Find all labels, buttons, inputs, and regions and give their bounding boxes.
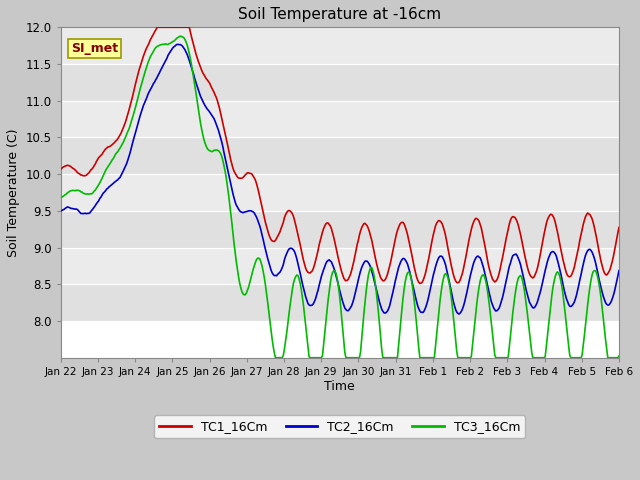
Y-axis label: Soil Temperature (C): Soil Temperature (C) bbox=[7, 128, 20, 257]
Bar bbox=[61, 211, 619, 248]
Bar bbox=[61, 27, 619, 64]
Bar bbox=[61, 64, 619, 101]
Bar bbox=[61, 248, 619, 284]
X-axis label: Time: Time bbox=[324, 380, 355, 393]
Bar bbox=[61, 284, 619, 321]
Bar bbox=[61, 174, 619, 211]
Title: Soil Temperature at -16cm: Soil Temperature at -16cm bbox=[238, 7, 442, 22]
Text: SI_met: SI_met bbox=[70, 42, 118, 55]
Bar bbox=[61, 137, 619, 174]
Bar bbox=[61, 101, 619, 137]
Legend: TC1_16Cm, TC2_16Cm, TC3_16Cm: TC1_16Cm, TC2_16Cm, TC3_16Cm bbox=[154, 415, 525, 438]
